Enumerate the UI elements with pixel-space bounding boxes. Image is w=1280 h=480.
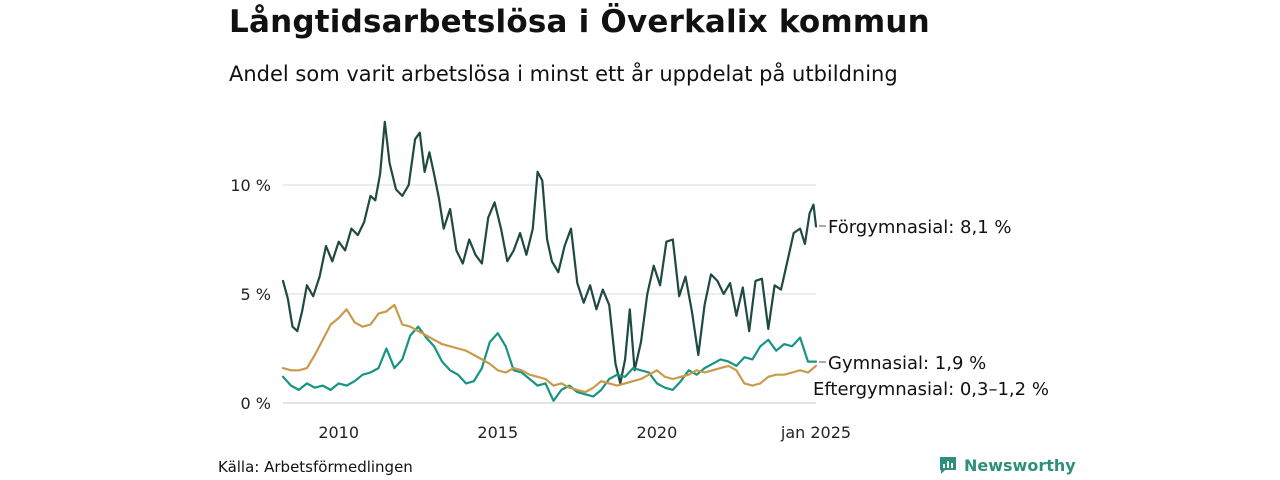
series-line-gymnasial (281, 325, 818, 402)
y-tick-label: 10 % (230, 176, 271, 195)
grid-layer (283, 184, 816, 404)
x-tick-label: jan 2025 (780, 423, 851, 442)
y-tick-label: 0 % (241, 394, 271, 413)
y-tick-label: 5 % (241, 285, 271, 304)
series-line-eftergymnasial (281, 303, 818, 394)
end-labels: Förgymnasial: 8,1 % Gymnasial: 1,9 % Efter… (813, 217, 1049, 400)
end-label-gymnasial: Gymnasial: 1,9 % (828, 353, 986, 374)
series-line-förgymnasial (281, 120, 818, 385)
x-axis: 2010 2015 2020 jan 2025 (318, 423, 851, 442)
chart-subtitle: Andel som varit arbetslösa i minst ett å… (229, 62, 898, 86)
x-tick-label: 2010 (318, 423, 359, 442)
x-tick-label: 2015 (477, 423, 518, 442)
source-note: Källa: Arbetsförmedlingen (218, 458, 413, 476)
newsworthy-logo-icon (940, 457, 956, 474)
brand-logo[interactable]: Newsworthy (938, 455, 1076, 475)
chart-title: Långtidsarbetslösa i Överkalix kommun (229, 4, 930, 40)
end-label-förgymnasial: Förgymnasial: 8,1 % (828, 217, 1012, 238)
y-axis: 0 % 5 % 10 % (230, 176, 271, 413)
brand-name: Newsworthy (964, 455, 1076, 475)
series-layer (281, 120, 818, 402)
end-label-eftergymnasial: Eftergymnasial: 0,3–1,2 % (813, 379, 1049, 400)
x-tick-label: 2020 (637, 423, 678, 442)
